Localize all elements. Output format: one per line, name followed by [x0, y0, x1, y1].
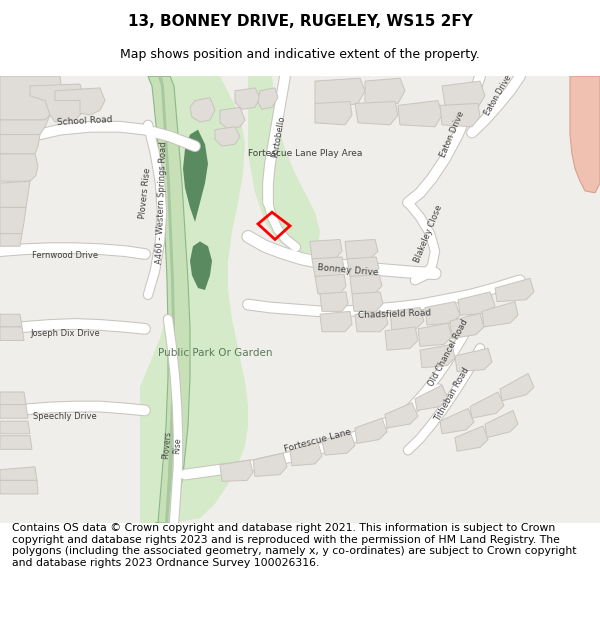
- Text: Bonney Drive: Bonney Drive: [317, 263, 379, 278]
- Text: Map shows position and indicative extent of the property.: Map shows position and indicative extent…: [120, 48, 480, 61]
- Polygon shape: [0, 481, 38, 494]
- Polygon shape: [355, 101, 398, 125]
- Polygon shape: [350, 274, 382, 294]
- Text: Public Park Or Garden: Public Park Or Garden: [158, 348, 272, 358]
- Polygon shape: [0, 234, 22, 246]
- Polygon shape: [290, 442, 322, 466]
- Polygon shape: [442, 81, 485, 107]
- Text: Plovers
Rise: Plovers Rise: [161, 431, 183, 460]
- Text: Chadsfield Road: Chadsfield Road: [358, 309, 432, 320]
- Polygon shape: [315, 101, 352, 125]
- Polygon shape: [425, 302, 460, 325]
- Polygon shape: [315, 274, 346, 294]
- Polygon shape: [385, 327, 418, 350]
- Polygon shape: [0, 208, 26, 234]
- Polygon shape: [0, 327, 24, 341]
- Polygon shape: [140, 76, 248, 523]
- Polygon shape: [0, 154, 38, 181]
- Text: Fortescue Lane Play Area: Fortescue Lane Play Area: [248, 149, 362, 159]
- Polygon shape: [485, 411, 518, 437]
- Polygon shape: [220, 107, 245, 129]
- Polygon shape: [30, 84, 85, 122]
- Polygon shape: [347, 257, 379, 276]
- Polygon shape: [320, 292, 348, 311]
- Text: Portobello: Portobello: [270, 115, 286, 158]
- Polygon shape: [220, 460, 253, 481]
- Polygon shape: [385, 402, 418, 428]
- Polygon shape: [450, 313, 484, 339]
- Polygon shape: [440, 409, 474, 434]
- Polygon shape: [0, 115, 50, 134]
- Polygon shape: [415, 385, 448, 411]
- Polygon shape: [355, 311, 388, 332]
- Polygon shape: [0, 314, 22, 327]
- Polygon shape: [455, 426, 488, 451]
- Polygon shape: [315, 78, 365, 106]
- Polygon shape: [0, 421, 30, 434]
- Polygon shape: [0, 467, 37, 481]
- Text: A460 - Western Springs Road: A460 - Western Springs Road: [155, 141, 169, 264]
- Polygon shape: [420, 344, 455, 367]
- Polygon shape: [183, 129, 208, 222]
- Polygon shape: [190, 241, 212, 290]
- Polygon shape: [190, 98, 215, 122]
- Text: Fortescue Lane: Fortescue Lane: [284, 428, 352, 454]
- Polygon shape: [482, 302, 518, 327]
- Text: Eaton Drive: Eaton Drive: [438, 110, 466, 159]
- Polygon shape: [495, 278, 534, 302]
- Polygon shape: [418, 323, 452, 346]
- Polygon shape: [158, 76, 175, 523]
- Polygon shape: [365, 78, 405, 106]
- Polygon shape: [0, 181, 30, 208]
- Polygon shape: [500, 374, 534, 401]
- Polygon shape: [455, 348, 492, 372]
- Text: 13, BONNEY DRIVE, RUGELEY, WS15 2FY: 13, BONNEY DRIVE, RUGELEY, WS15 2FY: [128, 14, 472, 29]
- Text: Fernwood Drive: Fernwood Drive: [32, 251, 98, 261]
- Polygon shape: [390, 308, 424, 331]
- Polygon shape: [312, 257, 344, 276]
- Polygon shape: [235, 88, 260, 109]
- Polygon shape: [352, 292, 383, 311]
- Polygon shape: [215, 127, 240, 146]
- Text: Plovers Rise: Plovers Rise: [138, 167, 152, 219]
- Polygon shape: [258, 88, 278, 109]
- Polygon shape: [55, 88, 105, 115]
- Text: Titheban Road: Titheban Road: [433, 366, 471, 423]
- Polygon shape: [570, 76, 600, 193]
- Polygon shape: [0, 392, 26, 404]
- Polygon shape: [322, 432, 355, 455]
- Polygon shape: [458, 292, 495, 315]
- Polygon shape: [0, 76, 62, 120]
- Polygon shape: [398, 101, 442, 127]
- Polygon shape: [253, 453, 287, 476]
- Polygon shape: [248, 76, 320, 253]
- Polygon shape: [345, 239, 378, 259]
- Text: Old Chancel Road: Old Chancel Road: [427, 318, 470, 388]
- Polygon shape: [148, 76, 190, 523]
- Polygon shape: [0, 404, 28, 418]
- Polygon shape: [0, 134, 40, 154]
- Text: School Road: School Road: [57, 115, 113, 127]
- Text: Speechly Drive: Speechly Drive: [33, 412, 97, 421]
- Polygon shape: [355, 418, 387, 444]
- Polygon shape: [440, 104, 480, 127]
- Polygon shape: [320, 311, 352, 332]
- Text: Blakeley Close: Blakeley Close: [412, 203, 443, 264]
- Text: Joseph Dix Drive: Joseph Dix Drive: [30, 329, 100, 338]
- Polygon shape: [0, 436, 32, 449]
- Polygon shape: [310, 239, 342, 259]
- Polygon shape: [470, 392, 504, 418]
- Text: Contains OS data © Crown copyright and database right 2021. This information is : Contains OS data © Crown copyright and d…: [12, 523, 577, 568]
- Text: Eaton Drive: Eaton Drive: [483, 74, 513, 118]
